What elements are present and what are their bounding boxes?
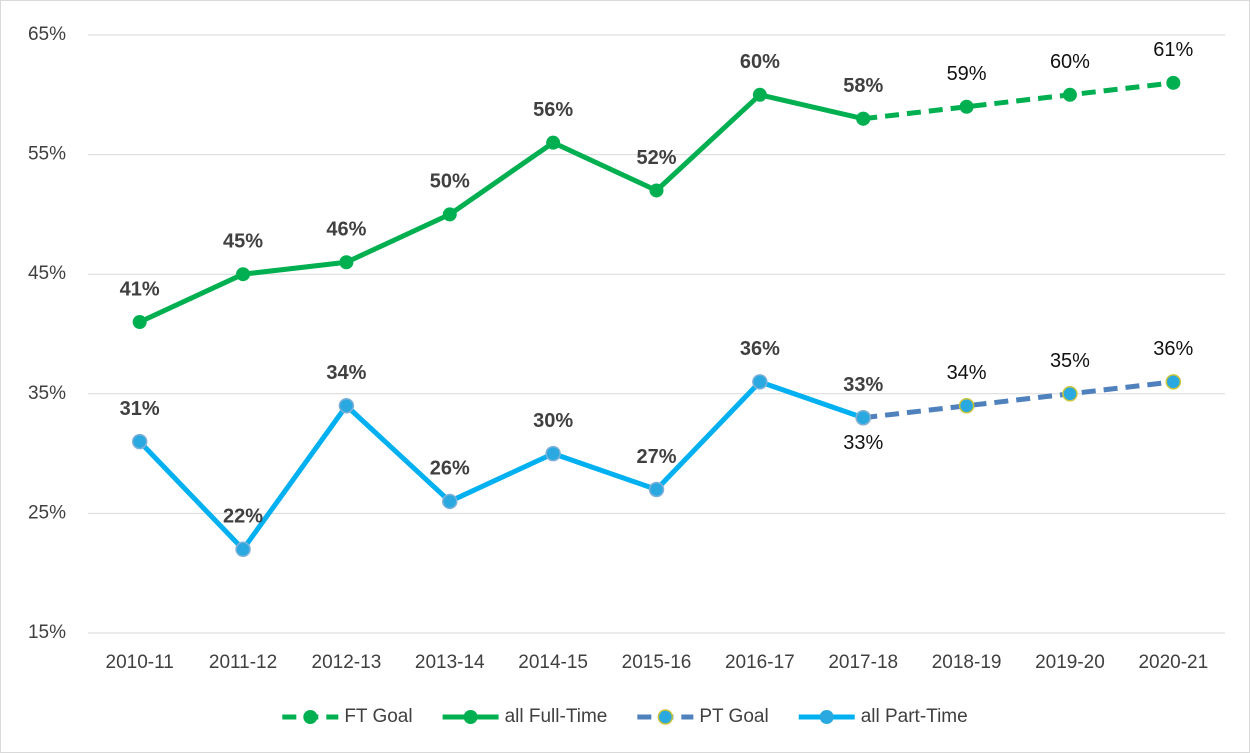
x-tick-label: 2012-13 — [312, 652, 382, 673]
data-point — [131, 433, 148, 450]
legend-label: all Full-Time — [505, 706, 608, 727]
x-tick-label: 2013-14 — [415, 652, 485, 673]
x-tick-label: 2010-11 — [106, 652, 174, 673]
series-line — [137, 379, 865, 552]
data-label: 56% — [533, 99, 573, 121]
x-tick-label: 2014-15 — [518, 652, 588, 673]
x-tick-label: 2016-17 — [725, 652, 795, 673]
data-point — [546, 135, 561, 150]
legend-item: all Full-Time — [442, 706, 608, 727]
data-label: 52% — [636, 147, 676, 169]
legend-item: all Part-Time — [798, 706, 968, 727]
data-label: 36% — [740, 338, 780, 360]
x-tick-label: 2017-18 — [828, 652, 898, 673]
data-label: 31% — [120, 398, 160, 420]
y-tick-label: 15% — [28, 622, 66, 643]
data-label: 41% — [120, 278, 160, 300]
x-tick-label: 2019-20 — [1035, 652, 1105, 673]
data-label: 61% — [1153, 39, 1193, 61]
data-label: 30% — [533, 410, 573, 432]
data-label: 60% — [740, 51, 780, 73]
data-point — [958, 398, 975, 414]
data-point — [1062, 386, 1078, 402]
data-label: 36% — [1153, 338, 1193, 360]
data-label: 27% — [636, 446, 676, 468]
x-tick-label: 2015-16 — [622, 652, 692, 673]
data-label: 34% — [947, 362, 987, 384]
data-label: 35% — [1050, 350, 1090, 372]
legend-label: FT Goal — [344, 706, 412, 727]
data-label: 60% — [1050, 51, 1090, 73]
data-point — [545, 445, 561, 462]
data-label: 59% — [947, 63, 987, 85]
series-line — [138, 92, 864, 325]
x-tick-label: 2018-19 — [932, 652, 1002, 673]
data-point — [648, 481, 665, 498]
data-point — [235, 541, 251, 558]
lines-layer — [137, 80, 1174, 552]
series-line — [862, 379, 1174, 421]
legend-marker — [303, 710, 318, 724]
y-tick-label: 25% — [28, 502, 66, 523]
data-label: 26% — [430, 458, 470, 480]
data-point — [338, 398, 355, 414]
legend-marker — [463, 710, 478, 724]
legend-label: all Part-Time — [861, 706, 968, 727]
data-point — [1165, 374, 1182, 390]
data-point — [132, 315, 147, 330]
data-label: 45% — [223, 230, 263, 252]
series-line — [862, 80, 1174, 122]
legend-item: FT Goal — [282, 706, 413, 727]
x-tick-label: 2011-12 — [209, 652, 277, 673]
data-point — [1166, 75, 1181, 90]
y-tick-label: 35% — [28, 383, 66, 404]
data-point — [752, 374, 768, 390]
legend: FT Goal all Full-Time PT Goal all Part-Time — [282, 706, 968, 727]
labels-layer: 59% 60% 61% 41% 45% 46% 50% 56% 52% 60% 58% 33% 34% 3… — [120, 39, 1194, 527]
data-label: 46% — [326, 219, 366, 241]
data-label: 22% — [223, 506, 263, 528]
y-tick-label: 45% — [28, 263, 66, 284]
data-point — [442, 493, 458, 510]
legend-label: PT Goal — [699, 706, 768, 727]
data-point — [752, 87, 767, 102]
y-tick-label: 55% — [28, 144, 66, 165]
data-point — [856, 111, 871, 126]
data-point — [649, 183, 664, 198]
data-point — [1062, 87, 1077, 102]
x-tick-label: 2020-21 — [1138, 652, 1208, 673]
data-label: 33% — [843, 374, 883, 396]
legend-item: PT Goal — [637, 706, 769, 727]
y-tick-label: 65% — [28, 24, 66, 45]
data-label: 34% — [326, 362, 366, 384]
markers-layer — [131, 75, 1182, 558]
legend-marker — [819, 710, 834, 724]
data-label: 50% — [430, 171, 470, 193]
data-point — [855, 409, 871, 426]
data-point — [959, 99, 974, 114]
data-point — [236, 267, 251, 282]
legend-marker — [657, 709, 674, 725]
data-point — [442, 207, 457, 222]
data-point — [339, 255, 354, 270]
data-label: 58% — [843, 75, 883, 97]
data-label: 33% — [843, 432, 883, 454]
